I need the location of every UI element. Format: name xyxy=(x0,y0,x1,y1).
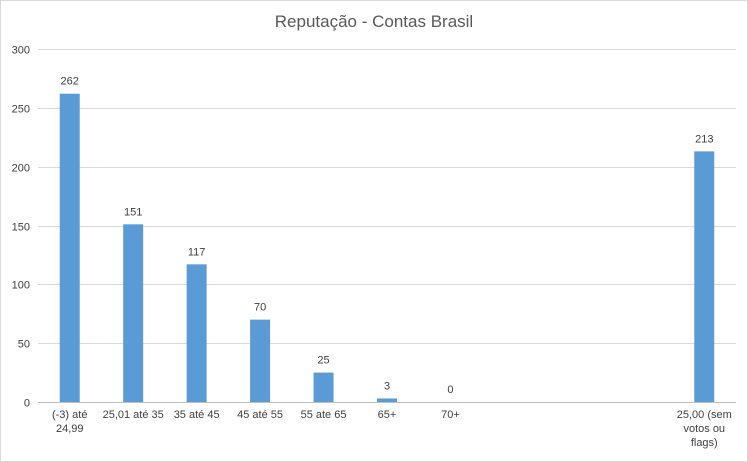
data-label: 213 xyxy=(695,133,713,145)
bar xyxy=(123,224,144,402)
grid-lines xyxy=(38,49,736,403)
category-label: 55 ate 65 xyxy=(301,409,347,421)
y-tick-label: 300 xyxy=(12,45,30,57)
bar xyxy=(377,398,397,402)
data-label: 151 xyxy=(124,206,142,218)
y-tick-label: 250 xyxy=(12,104,30,116)
category-label: 65+ xyxy=(378,409,397,421)
y-axis-ticks: 0 50 100 150 200 250 300 xyxy=(12,45,30,410)
data-label: 3 xyxy=(384,380,390,392)
category-label: 35 até 45 xyxy=(174,409,220,421)
data-label: 0 xyxy=(447,384,453,396)
bar xyxy=(186,264,207,402)
bar xyxy=(694,151,715,402)
category-label: (-3) até 24,99 xyxy=(52,409,87,435)
y-tick-label: 200 xyxy=(12,163,30,175)
data-labels: 262 151 117 70 25 3 0 213 xyxy=(61,76,714,396)
data-label: 117 xyxy=(188,246,206,258)
bar xyxy=(250,319,271,402)
category-labels: (-3) até 24,99 25,01 até 35 35 até 45 45 até… xyxy=(52,409,732,449)
data-label: 262 xyxy=(61,76,79,88)
category-label: 25,01 até 35 xyxy=(103,409,164,421)
bar xyxy=(59,93,80,403)
y-tick-label: 50 xyxy=(18,339,30,351)
category-label: 70+ xyxy=(441,409,460,421)
data-label: 25 xyxy=(317,355,329,367)
category-label: 45 até 55 xyxy=(237,409,283,421)
y-tick-label: 0 xyxy=(24,398,30,410)
bars xyxy=(59,93,715,403)
data-label: 70 xyxy=(254,302,266,314)
chart-title: Reputação - Contas Brasil xyxy=(274,12,474,31)
bar xyxy=(313,372,334,402)
y-tick-label: 150 xyxy=(12,222,30,234)
y-tick-label: 100 xyxy=(12,280,30,292)
category-label: 25,00 (sem votos ou flags) xyxy=(677,409,732,449)
